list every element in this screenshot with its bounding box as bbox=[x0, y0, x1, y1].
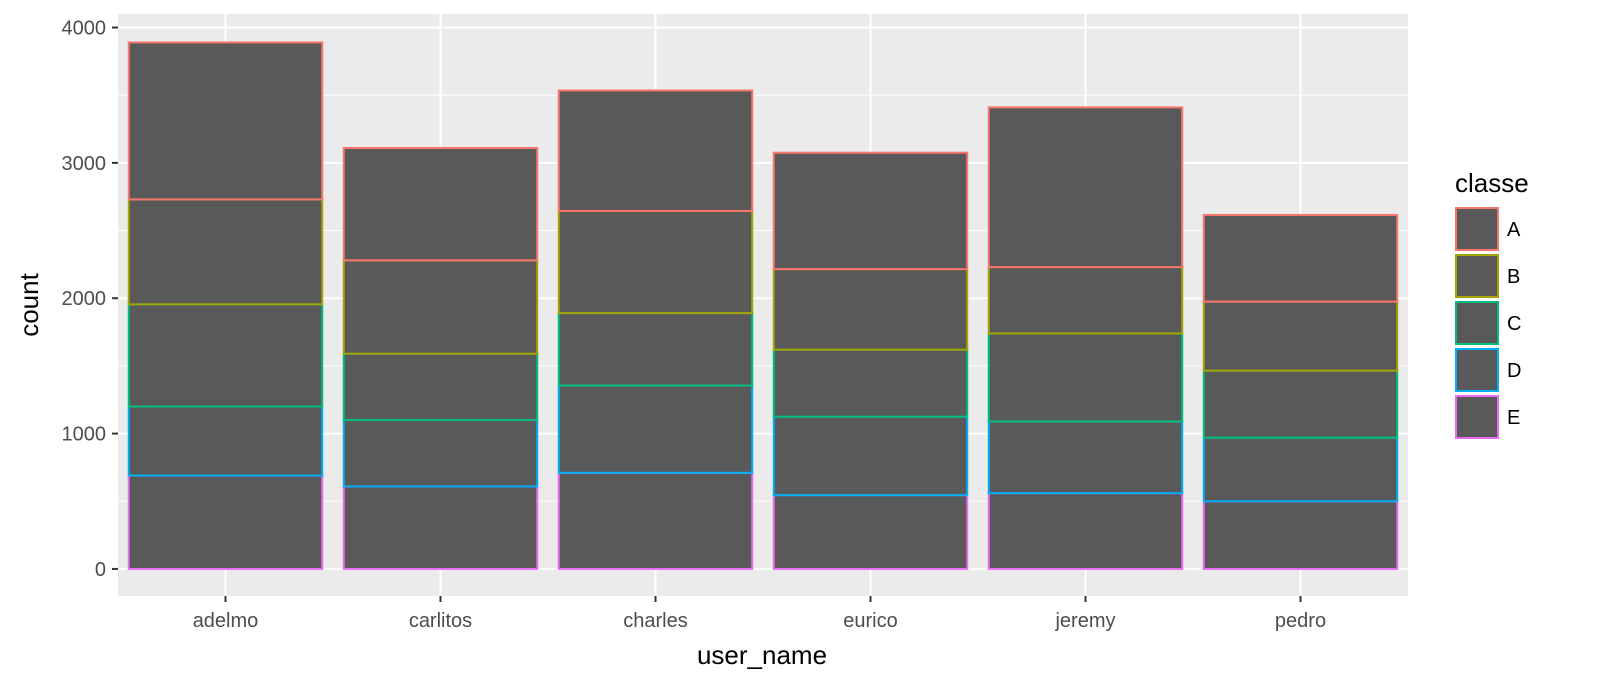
legend-key-D bbox=[1455, 348, 1499, 392]
legend-label-D: D bbox=[1507, 360, 1521, 382]
plot-panel bbox=[118, 14, 1408, 596]
bar-segment-pedro-B bbox=[1202, 300, 1399, 372]
legend-key-B bbox=[1455, 254, 1499, 298]
x-axis-title: user_name bbox=[697, 640, 827, 670]
bar-segment-carlitos-E bbox=[342, 485, 539, 570]
bar-segment-adelmo-A bbox=[127, 41, 324, 201]
bar-segment-jeremy-B bbox=[987, 266, 1184, 335]
bar-segment-pedro-D bbox=[1202, 436, 1399, 503]
bar-segment-jeremy-A bbox=[987, 106, 1184, 269]
bar-segment-charles-E bbox=[557, 471, 754, 570]
y-tick-label: 3000 bbox=[62, 153, 107, 175]
bar-segment-carlitos-C bbox=[342, 352, 539, 422]
bar-segment-eurico-B bbox=[772, 268, 969, 351]
bar-segment-charles-C bbox=[557, 312, 754, 387]
bar-segment-adelmo-B bbox=[127, 198, 324, 306]
legend-label-C: C bbox=[1507, 313, 1521, 335]
bar-segment-charles-D bbox=[557, 384, 754, 474]
y-tick-label: 0 bbox=[95, 559, 106, 581]
legend-label-A: A bbox=[1507, 219, 1521, 241]
x-tick-label: eurico bbox=[843, 610, 897, 632]
bar-segment-eurico-E bbox=[772, 494, 969, 570]
legend-key-C bbox=[1455, 301, 1499, 345]
legend-label-B: B bbox=[1507, 266, 1520, 288]
x-tick-label: charles bbox=[623, 610, 687, 632]
y-axis-title: count bbox=[14, 272, 44, 336]
legend-key-A bbox=[1455, 207, 1499, 251]
bars bbox=[127, 41, 1399, 570]
bar-segment-eurico-D bbox=[772, 415, 969, 497]
bar-segment-pedro-C bbox=[1202, 369, 1399, 439]
legend-label-E: E bbox=[1507, 407, 1520, 429]
legend: classe A B C D E bbox=[1455, 168, 1529, 439]
bar-segment-carlitos-A bbox=[342, 146, 539, 262]
legend-key-E bbox=[1455, 395, 1499, 439]
y-tick-label: 2000 bbox=[62, 288, 107, 310]
bar-segment-eurico-C bbox=[772, 348, 969, 418]
x-tick-label: adelmo bbox=[193, 610, 259, 632]
bar-segment-adelmo-C bbox=[127, 303, 324, 408]
bar-segment-jeremy-E bbox=[987, 492, 1184, 570]
bar-segment-charles-A bbox=[557, 89, 754, 212]
x-tick-label: pedro bbox=[1275, 610, 1326, 632]
bar-segment-pedro-E bbox=[1202, 500, 1399, 570]
bar-segment-charles-B bbox=[557, 209, 754, 315]
y-tick-label: 4000 bbox=[62, 18, 107, 40]
bar-segment-pedro-A bbox=[1202, 213, 1399, 303]
bar-segment-carlitos-D bbox=[342, 419, 539, 488]
bar-segment-eurico-A bbox=[772, 151, 969, 271]
bar-segment-carlitos-B bbox=[342, 259, 539, 355]
bar-segment-jeremy-C bbox=[987, 332, 1184, 423]
bar-segment-adelmo-E bbox=[127, 474, 324, 570]
axes: 0 1000 2000 3000 4000 adelmo carlitos charles eu… bbox=[62, 18, 1327, 632]
bar-segment-jeremy-D bbox=[987, 420, 1184, 495]
y-tick-label: 1000 bbox=[62, 424, 107, 446]
legend-title: classe bbox=[1455, 168, 1529, 198]
x-tick-label: jeremy bbox=[1054, 610, 1115, 632]
x-tick-label: carlitos bbox=[409, 610, 472, 632]
bar-segment-adelmo-D bbox=[127, 405, 324, 477]
